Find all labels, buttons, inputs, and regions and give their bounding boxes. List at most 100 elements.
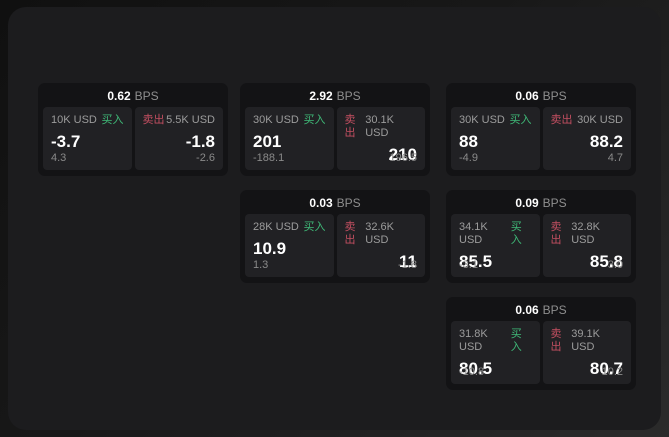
buy-price: 85.5 xyxy=(459,252,493,271)
spread-card: 0.06 BPS 30K USD 买入 88 -4.9 卖出 30K USD 8… xyxy=(446,83,636,176)
bps-value: 0.03 xyxy=(309,196,333,210)
bps-header: 0.03 BPS xyxy=(240,190,430,212)
sell-notional: 5.5K USD xyxy=(166,114,215,126)
buy-price: -3.7 xyxy=(51,132,81,151)
buy-price: 80.5 xyxy=(459,359,493,378)
buy-sell-panels: 30K USD 买入 88 -4.9 卖出 30K USD 88.2 4.7 xyxy=(451,107,631,170)
buy-tag: 买入 xyxy=(303,114,326,126)
buy-meta-row: 30K USD 买入 xyxy=(459,114,532,127)
buy-sub-value: -3.1 xyxy=(459,259,478,271)
sell-meta-row: 卖出 39.1K USD xyxy=(551,328,624,354)
sell-notional: 30.1K USD xyxy=(365,114,394,139)
sell-meta-row: 卖出 32.8K USD xyxy=(551,221,624,247)
sell-panel[interactable]: 卖出 39.1K USD 80.7 10.2 xyxy=(542,321,631,384)
sell-sub-value: -2.6 xyxy=(196,152,215,164)
sell-price: 11 xyxy=(399,252,417,271)
buy-panel[interactable]: 31.8K USD 买入 80.5 -10.8 xyxy=(451,321,540,384)
buy-notional: 30K USD xyxy=(459,114,505,126)
bps-unit: BPS xyxy=(542,89,567,103)
buy-tag: 买入 xyxy=(509,114,532,126)
buy-sell-panels: 30K USD 买入 201 -188.1 卖出 30.1K USD 210 1… xyxy=(245,107,425,170)
buy-meta-row: 28K USD 买入 xyxy=(253,221,326,234)
sell-meta-row: 卖出 30K USD xyxy=(551,114,624,127)
buy-price: 201 xyxy=(253,132,282,151)
sell-sub-value: 196.5 xyxy=(389,152,417,164)
spread-card: 0.09 BPS 34.1K USD 买入 85.5 -3.1 卖出 32.8K… xyxy=(446,190,636,283)
sell-panel[interactable]: 卖出 30.1K USD 210 196.5 xyxy=(336,107,425,170)
sell-price: 210 xyxy=(388,145,417,164)
sell-notional: 39.1K USD xyxy=(571,328,600,353)
sell-price: 80.7 xyxy=(589,359,623,378)
sell-panel[interactable]: 卖出 30K USD 88.2 4.7 xyxy=(542,107,631,170)
bps-unit: BPS xyxy=(542,303,567,317)
bps-header: 0.06 BPS xyxy=(446,83,636,105)
buy-sub-value: -4.9 xyxy=(459,152,478,164)
buy-meta-row: 10K USD 买入 xyxy=(51,114,124,127)
sell-meta-row: 卖出 30.1K USD xyxy=(345,114,418,140)
sell-tag: 卖出 xyxy=(344,221,356,246)
buy-sell-panels: 34.1K USD 买入 85.5 -3.1 卖出 32.8K USD 85.8… xyxy=(451,214,631,277)
sell-price: -1.8 xyxy=(185,132,215,151)
sell-sub-value: 10.2 xyxy=(601,366,623,378)
bps-header: 0.06 BPS xyxy=(446,297,636,319)
bps-value: 0.62 xyxy=(107,89,131,103)
buy-meta-row: 30K USD 买入 xyxy=(253,114,326,127)
buy-panel[interactable]: 28K USD 买入 10.9 1.3 xyxy=(245,214,334,277)
quote-board: 0.62 BPS 10K USD 买入 -3.7 4.3 卖出 5.5K USD… xyxy=(8,7,661,430)
bps-unit: BPS xyxy=(336,89,361,103)
sell-sub-value: 3.0 xyxy=(607,259,623,271)
bps-value: 2.92 xyxy=(309,89,333,103)
buy-sell-panels: 31.8K USD 买入 80.5 -10.8 卖出 39.1K USD 80.… xyxy=(451,321,631,384)
bps-header: 2.92 BPS xyxy=(240,83,430,105)
buy-sub-value: 4.3 xyxy=(51,152,67,164)
buy-notional: 31.8K USD xyxy=(459,328,488,353)
buy-notional: 30K USD xyxy=(253,114,299,126)
buy-meta-row: 34.1K USD 买入 xyxy=(459,221,532,247)
buy-price: 88 xyxy=(459,132,478,151)
spread-card: 0.03 BPS 28K USD 买入 10.9 1.3 卖出 32.6K US… xyxy=(240,190,430,283)
bps-header: 0.09 BPS xyxy=(446,190,636,212)
buy-tag: 买入 xyxy=(303,221,326,233)
buy-sell-panels: 10K USD 买入 -3.7 4.3 卖出 5.5K USD -1.8 -2.… xyxy=(43,107,223,170)
bps-value: 0.06 xyxy=(515,303,539,317)
sell-panel[interactable]: 卖出 32.6K USD 11 -1.8 xyxy=(336,214,425,277)
buy-panel[interactable]: 34.1K USD 买入 85.5 -3.1 xyxy=(451,214,540,277)
sell-notional: 32.6K USD xyxy=(365,221,394,246)
buy-sell-panels: 28K USD 买入 10.9 1.3 卖出 32.6K USD 11 -1.8 xyxy=(245,214,425,277)
sell-tag: 卖出 xyxy=(344,114,356,139)
buy-notional: 28K USD xyxy=(253,221,299,233)
buy-meta-row: 31.8K USD 买入 xyxy=(459,328,532,354)
buy-notional: 10K USD xyxy=(51,114,97,126)
buy-panel[interactable]: 30K USD 买入 201 -188.1 xyxy=(245,107,334,170)
buy-notional: 34.1K USD xyxy=(459,221,488,246)
sell-notional: 32.8K USD xyxy=(571,221,600,246)
spread-card: 2.92 BPS 30K USD 买入 201 -188.1 卖出 30.1K … xyxy=(240,83,430,176)
bps-unit: BPS xyxy=(542,196,567,210)
sell-price: 88.2 xyxy=(589,132,623,151)
buy-panel[interactable]: 10K USD 买入 -3.7 4.3 xyxy=(43,107,132,170)
buy-price: 10.9 xyxy=(253,239,287,258)
sell-sub-value: -1.8 xyxy=(398,259,417,271)
spread-card: 0.62 BPS 10K USD 买入 -3.7 4.3 卖出 5.5K USD… xyxy=(38,83,228,176)
sell-meta-row: 卖出 5.5K USD xyxy=(143,114,216,127)
buy-tag: 买入 xyxy=(101,114,124,126)
spread-card: 0.06 BPS 31.8K USD 买入 80.5 -10.8 卖出 39.1… xyxy=(446,297,636,390)
buy-sub-value: 1.3 xyxy=(253,259,269,271)
buy-tag: 买入 xyxy=(510,328,522,353)
sell-tag: 卖出 xyxy=(550,328,562,353)
sell-notional: 30K USD xyxy=(577,114,623,126)
sell-panel[interactable]: 卖出 5.5K USD -1.8 -2.6 xyxy=(134,107,223,170)
sell-panel[interactable]: 卖出 32.8K USD 85.8 3.0 xyxy=(542,214,631,277)
bps-unit: BPS xyxy=(336,196,361,210)
sell-price: 85.8 xyxy=(589,252,623,271)
buy-tag: 买入 xyxy=(510,221,522,246)
bps-value: 0.06 xyxy=(515,89,539,103)
buy-sub-value: -10.8 xyxy=(459,366,485,378)
bps-value: 0.09 xyxy=(515,196,539,210)
sell-tag: 卖出 xyxy=(142,114,165,126)
buy-sub-value: -188.1 xyxy=(253,152,285,164)
buy-panel[interactable]: 30K USD 买入 88 -4.9 xyxy=(451,107,540,170)
sell-tag: 卖出 xyxy=(550,221,562,246)
sell-meta-row: 卖出 32.6K USD xyxy=(345,221,418,247)
sell-sub-value: 4.7 xyxy=(607,152,623,164)
